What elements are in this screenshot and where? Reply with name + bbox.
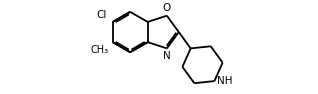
Text: Cl: Cl	[96, 10, 107, 20]
Text: CH₃: CH₃	[91, 45, 109, 55]
Text: O: O	[163, 3, 171, 13]
Text: NH: NH	[217, 76, 232, 86]
Text: N: N	[163, 51, 171, 61]
